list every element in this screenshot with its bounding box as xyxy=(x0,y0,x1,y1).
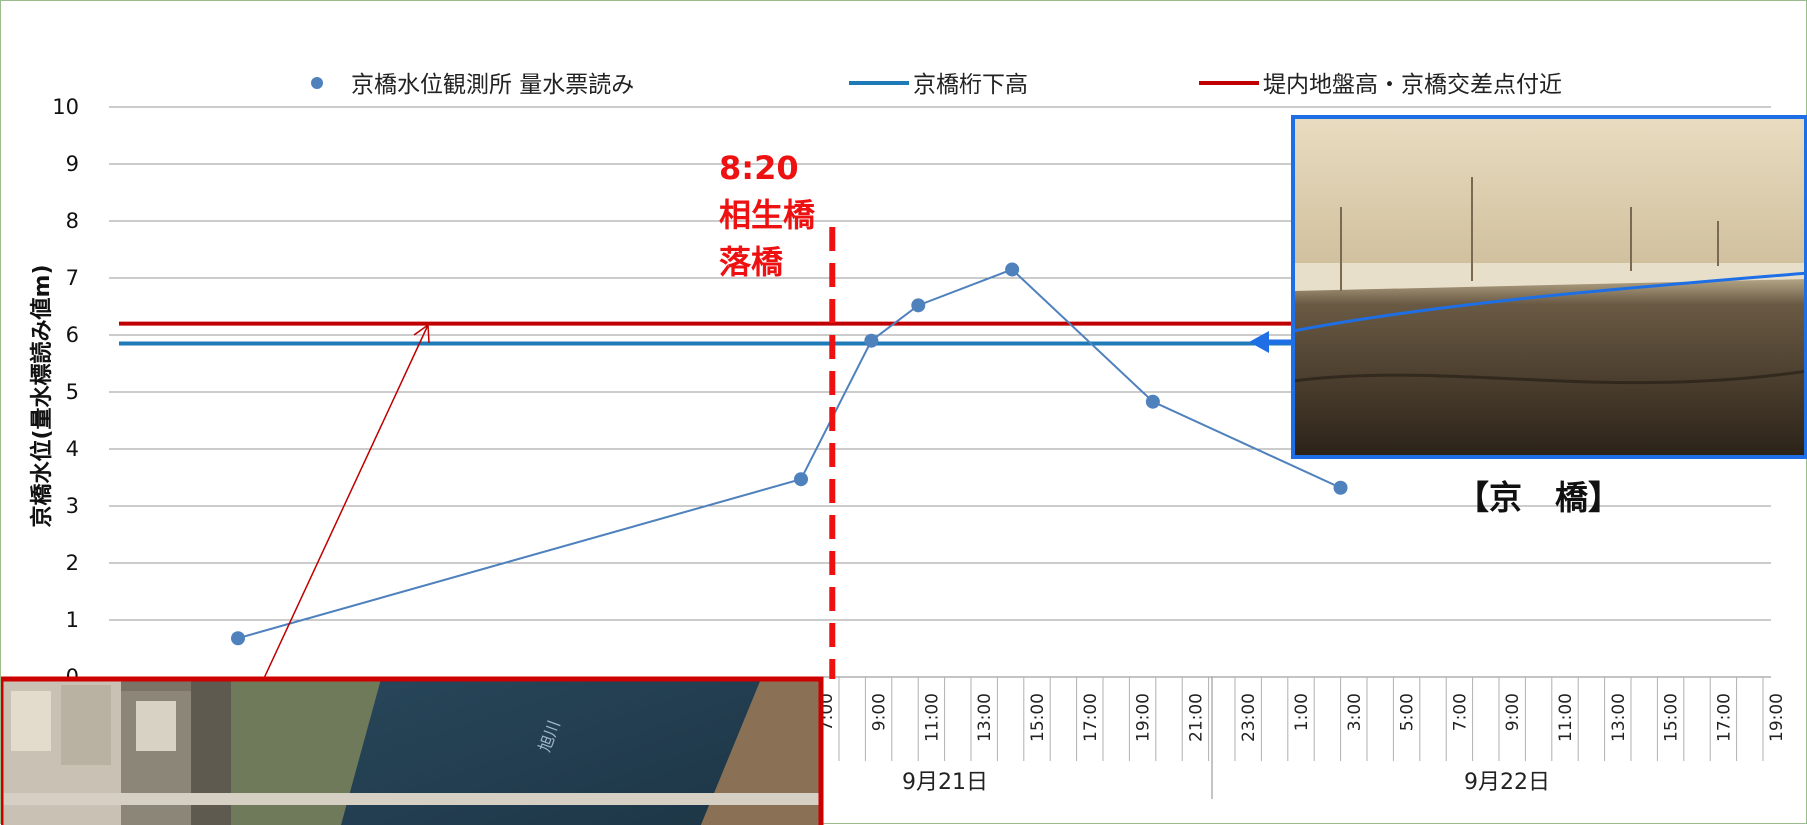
x-tick-label: 11:00 xyxy=(1556,693,1576,742)
y-tick-label: 5 xyxy=(66,380,79,404)
x-tick-label: 17:00 xyxy=(1714,693,1734,742)
event-time-label: 8:20 xyxy=(719,149,799,187)
legend: 京橋水位観測所 量水票読み 京橋桁下高 堤内地盤高・京橋交差点付近 xyxy=(311,72,1562,98)
y-tick-label: 4 xyxy=(66,437,79,461)
y-tick-label: 6 xyxy=(66,323,79,347)
legend-marker-water-level xyxy=(311,77,323,89)
x-tick-label: 19:00 xyxy=(1767,693,1787,742)
event-label-line1: 相生橋 xyxy=(719,196,816,234)
water-level-series xyxy=(231,262,1348,646)
y-tick-label: 3 xyxy=(66,494,79,518)
water-level-point xyxy=(1005,262,1020,277)
x-axis: 7:00 9:00 11:00 13:00 15:00 17:00 19:00 21:00 23… xyxy=(109,676,1787,799)
legend-label-water-level: 京橋水位観測所 量水票読み xyxy=(351,72,634,98)
event-label-line2: 落橋 xyxy=(719,243,784,281)
event-annotation: 8:20 相生橋 落橋 xyxy=(719,149,836,679)
x-tick-label: 9:00 xyxy=(870,693,890,731)
water-level-point xyxy=(231,631,245,646)
x-day-label: 9月21日 xyxy=(902,770,988,795)
reference-lines xyxy=(119,321,1293,346)
x-tick-label: 13:00 xyxy=(1609,693,1629,742)
x-tick-label: 17:00 xyxy=(1081,693,1101,742)
water-level-point xyxy=(794,472,808,487)
y-tick-label: 10 xyxy=(52,95,79,119)
x-tick-label: 19:00 xyxy=(1134,693,1154,742)
y-tick-label: 2 xyxy=(66,551,79,575)
water-level-point xyxy=(1145,394,1160,409)
water-level-point xyxy=(864,333,879,348)
legend-label-girder: 京橋桁下高 xyxy=(913,72,1028,98)
water-level-point xyxy=(1333,480,1348,495)
x-tick-label: 5:00 xyxy=(1398,693,1418,731)
y-tick-label: 7 xyxy=(66,266,79,290)
photo-arrow xyxy=(1249,331,1293,353)
y-axis-label: 京橋水位(量水標読み値m) xyxy=(29,264,55,527)
x-tick-label: 15:00 xyxy=(1028,693,1048,742)
x-tick-label: 23:00 xyxy=(1239,693,1259,742)
x-tick-label: 15:00 xyxy=(1662,693,1682,742)
x-tick-label: 11:00 xyxy=(922,693,942,742)
historical-photo-inset xyxy=(1293,117,1807,457)
historical-photo-frame xyxy=(1291,115,1807,459)
y-tick-label: 8 xyxy=(66,209,79,233)
y-tick-label: 9 xyxy=(66,152,79,176)
aerial-map-frame xyxy=(1,676,824,825)
x-tick-label: 9:00 xyxy=(1503,693,1523,731)
x-tick-label: 3:00 xyxy=(1345,693,1365,731)
x-tick-label: 7:00 xyxy=(1450,693,1470,731)
x-tick-label: 13:00 xyxy=(975,693,995,742)
y-tick-label: 1 xyxy=(66,608,79,632)
photo-caption: 【京 橋】 xyxy=(1456,478,1621,517)
legend-label-ground: 堤内地盤高・京橋交差点付近 xyxy=(1263,72,1562,98)
x-tick-label: 1:00 xyxy=(1292,693,1312,731)
aerial-map-inset: 旭川 xyxy=(1,679,821,825)
x-day-label: 9月22日 xyxy=(1464,770,1550,795)
x-tick-label: 21:00 xyxy=(1186,693,1206,742)
water-level-point xyxy=(911,298,926,313)
